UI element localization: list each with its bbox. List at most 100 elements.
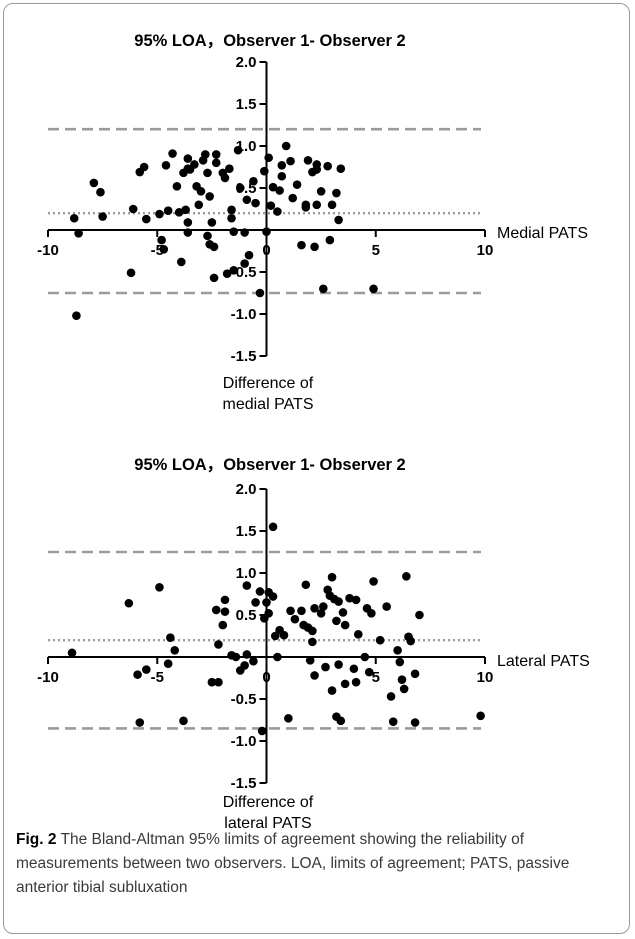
data-point <box>303 155 313 165</box>
data-point <box>353 630 363 639</box>
data-point <box>220 595 230 605</box>
data-point <box>395 657 405 667</box>
data-point <box>321 662 330 672</box>
y-tick-label: -1.0 <box>231 733 257 750</box>
data-point <box>277 161 287 170</box>
data-point <box>194 200 204 210</box>
data-point <box>406 636 416 646</box>
data-point <box>242 650 252 659</box>
data-point <box>251 598 260 607</box>
data-point <box>402 572 411 581</box>
data-point <box>310 242 319 252</box>
data-point <box>310 671 319 680</box>
x-tick-label: 5 <box>372 242 380 259</box>
data-point <box>336 164 346 173</box>
reference-lines <box>48 127 481 295</box>
data-point <box>159 245 169 254</box>
data-point <box>211 158 221 168</box>
data-point <box>268 592 278 601</box>
x-tick-label: -10 <box>37 669 59 686</box>
data-point <box>340 620 350 630</box>
data-point <box>305 656 315 665</box>
y-axis-label-line2: medial PATS <box>223 396 314 413</box>
data-point <box>181 205 190 215</box>
y-tick-label: -1.5 <box>231 348 257 365</box>
chart-title: 95% LOA，Observer 1- Observer 2 <box>134 32 405 50</box>
data-point <box>334 215 343 225</box>
y-axis-label-line2: lateral PATS <box>224 815 311 832</box>
data-point <box>220 607 230 616</box>
data-point <box>214 677 223 687</box>
data-point <box>273 652 282 662</box>
data-point <box>220 173 230 183</box>
data-point <box>67 648 77 658</box>
data-point <box>399 684 409 694</box>
y-tick-label: 1.5 <box>236 523 257 540</box>
x-tick-label: -5 <box>151 669 164 686</box>
x-tick-label: 0 <box>262 242 270 259</box>
x-tick-label: -5 <box>151 242 164 259</box>
x-tick-label: 0 <box>262 669 270 686</box>
data-point <box>240 661 249 670</box>
data-point <box>375 635 385 645</box>
data-point <box>279 630 289 640</box>
y-tick-label: -0.5 <box>231 691 257 708</box>
data-point <box>351 595 361 605</box>
data-point <box>292 180 302 189</box>
data-point <box>209 273 219 283</box>
y-axis-label-line1: Difference of <box>223 375 314 392</box>
data-point <box>288 193 298 203</box>
data-point <box>264 153 273 163</box>
data-point <box>207 218 217 227</box>
data-point <box>98 212 107 221</box>
data-point <box>268 182 278 192</box>
data-point <box>128 204 138 214</box>
data-point <box>270 631 280 641</box>
x-tick-label: 10 <box>477 669 494 686</box>
data-point <box>222 269 232 278</box>
data-point <box>360 652 370 662</box>
data-point <box>351 677 361 687</box>
data-point <box>334 597 343 606</box>
data-point <box>297 240 306 250</box>
data-point <box>312 200 322 210</box>
data-point <box>157 235 166 245</box>
data-point <box>209 242 219 252</box>
data-point <box>229 266 239 275</box>
data-point <box>166 633 175 642</box>
data-point <box>323 161 332 171</box>
data-point <box>183 154 193 163</box>
data-point <box>227 213 236 223</box>
data-point <box>211 605 221 615</box>
data-point <box>142 665 151 674</box>
data-point <box>367 609 376 618</box>
data-point <box>332 188 341 198</box>
data-point <box>345 593 354 603</box>
data-point <box>214 640 223 649</box>
data-point <box>410 718 420 727</box>
chart-medial: 95% LOA，Observer 1- Observer 2 -10 -5 0 5 10… <box>37 32 588 413</box>
data-point <box>233 145 243 155</box>
y-tick-label: 2.0 <box>236 481 257 498</box>
y-tick-label: -1.0 <box>231 306 257 323</box>
data-point <box>369 577 378 586</box>
data-point <box>316 187 326 196</box>
data-points <box>67 522 485 736</box>
data-point <box>397 675 407 684</box>
y-tick-label: 1.0 <box>236 565 257 582</box>
data-point <box>155 582 164 592</box>
data-point <box>386 692 396 701</box>
reference-lines <box>48 550 481 730</box>
data-point <box>255 288 265 298</box>
data-point <box>388 717 398 726</box>
data-point <box>301 580 311 590</box>
data-point <box>349 664 359 674</box>
data-point <box>415 610 424 620</box>
data-point <box>312 160 322 169</box>
x-tick-label: 10 <box>477 242 494 259</box>
axes: -10 -5 0 5 10 -1.5 -1.0 -0.5 0.5 1.0 1.5 2.0 <box>37 481 493 792</box>
data-point <box>183 228 193 237</box>
data-point <box>262 598 271 607</box>
figure-caption: Fig. 2 The Bland-Altman 95% limits of ag… <box>16 828 616 900</box>
data-point <box>203 231 212 241</box>
